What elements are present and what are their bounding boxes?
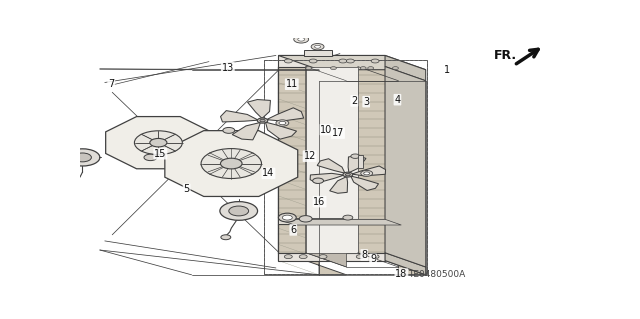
Circle shape [74, 153, 92, 162]
Circle shape [284, 255, 292, 259]
Text: 3: 3 [363, 97, 369, 107]
Polygon shape [351, 176, 378, 190]
Text: TE0480500A: TE0480500A [408, 270, 466, 278]
Circle shape [220, 202, 257, 220]
Text: 10: 10 [321, 125, 333, 135]
Circle shape [300, 216, 312, 222]
Polygon shape [278, 219, 385, 224]
Circle shape [351, 154, 360, 159]
Circle shape [221, 158, 242, 169]
Polygon shape [306, 67, 358, 253]
Circle shape [298, 38, 305, 41]
Circle shape [229, 206, 248, 216]
Circle shape [371, 255, 379, 259]
Polygon shape [278, 56, 426, 70]
Bar [358, 155, 363, 168]
Circle shape [343, 215, 353, 220]
Circle shape [312, 178, 324, 183]
Polygon shape [317, 159, 345, 173]
Polygon shape [358, 67, 426, 275]
Circle shape [319, 255, 327, 259]
Polygon shape [221, 111, 259, 122]
Text: 8: 8 [361, 250, 367, 260]
Polygon shape [278, 253, 385, 261]
Polygon shape [165, 131, 298, 197]
Polygon shape [278, 67, 346, 275]
Text: 13: 13 [221, 63, 234, 73]
Circle shape [309, 59, 317, 63]
Circle shape [364, 172, 370, 175]
Polygon shape [248, 100, 271, 118]
Circle shape [150, 138, 167, 147]
Circle shape [343, 172, 353, 177]
Circle shape [221, 235, 231, 240]
Text: 16: 16 [314, 197, 326, 207]
Circle shape [201, 149, 262, 179]
Polygon shape [385, 56, 426, 81]
Text: 14: 14 [262, 168, 275, 178]
Circle shape [315, 45, 321, 48]
Circle shape [367, 67, 374, 70]
Circle shape [257, 118, 268, 123]
Circle shape [356, 255, 364, 259]
Circle shape [346, 174, 350, 176]
Circle shape [294, 36, 308, 43]
Circle shape [330, 67, 337, 70]
Polygon shape [310, 173, 344, 183]
Circle shape [61, 187, 72, 192]
Circle shape [311, 43, 324, 50]
Text: 11: 11 [285, 79, 298, 89]
Text: 2: 2 [351, 96, 357, 106]
Text: 5: 5 [184, 184, 190, 194]
Circle shape [346, 59, 355, 63]
Circle shape [223, 128, 235, 133]
Polygon shape [266, 122, 296, 139]
Text: 4: 4 [394, 95, 401, 105]
Circle shape [279, 121, 286, 125]
Polygon shape [232, 122, 260, 140]
Polygon shape [306, 67, 346, 267]
Text: 17: 17 [332, 128, 344, 138]
Polygon shape [278, 56, 385, 67]
Circle shape [371, 59, 379, 63]
Polygon shape [348, 156, 366, 173]
Circle shape [282, 215, 292, 220]
Bar [264, 60, 428, 274]
Text: 6: 6 [290, 225, 296, 235]
Polygon shape [330, 176, 348, 193]
Circle shape [339, 59, 347, 63]
Circle shape [278, 213, 296, 222]
Circle shape [284, 59, 292, 63]
Circle shape [134, 131, 182, 154]
Bar [304, 50, 332, 56]
Polygon shape [352, 166, 385, 176]
Polygon shape [106, 116, 211, 169]
Text: 12: 12 [303, 151, 316, 161]
Circle shape [360, 67, 366, 70]
Circle shape [361, 170, 372, 176]
Circle shape [260, 119, 265, 122]
Polygon shape [278, 219, 401, 225]
Polygon shape [385, 253, 426, 275]
Circle shape [276, 120, 289, 126]
Text: 15: 15 [154, 149, 166, 159]
Polygon shape [266, 108, 304, 121]
Text: 1: 1 [444, 65, 450, 75]
Text: 18: 18 [396, 269, 408, 279]
Polygon shape [385, 67, 426, 267]
Circle shape [306, 67, 312, 70]
Text: 9: 9 [370, 254, 376, 264]
Text: 7: 7 [108, 79, 115, 89]
Circle shape [144, 154, 157, 160]
Circle shape [65, 149, 100, 166]
Circle shape [300, 255, 307, 259]
Text: FR.: FR. [494, 49, 518, 62]
Circle shape [392, 67, 399, 70]
